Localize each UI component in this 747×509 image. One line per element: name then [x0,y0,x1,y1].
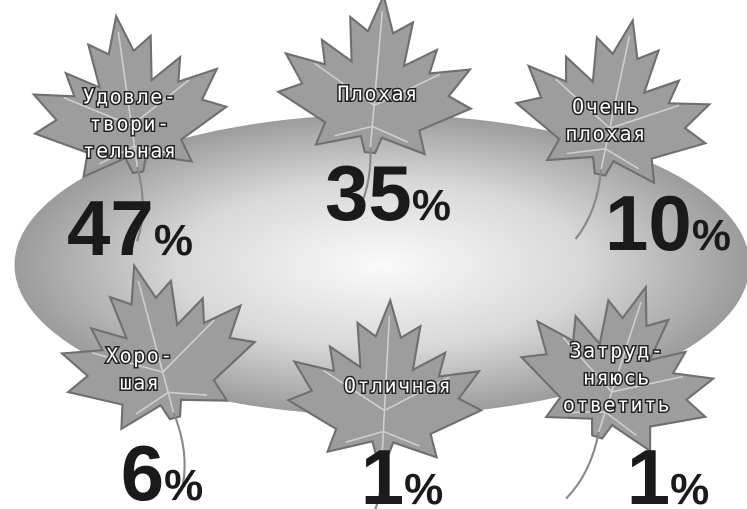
value-number: 35 [325,149,412,237]
category-label: Удовле- [83,85,178,109]
value-unit: % [154,216,193,265]
category-label: няюсь [583,366,651,390]
value-unit: % [670,465,709,509]
value-unit: % [412,181,451,230]
category-label: Затруд- [570,339,665,363]
value-number: 1 [361,433,404,509]
category-label: ответить [563,393,671,417]
category-label: Отличная [344,374,452,398]
value-number: 47 [67,184,154,272]
value-number: 10 [605,179,692,267]
infographic: Удовле-твори-тельная 47% Плохая 35% Очень пло… [0,0,747,509]
category-label: Хоро- [106,344,174,368]
category-label: твори- [89,112,170,136]
value-number: 1 [627,433,670,509]
category-label: Плохая [337,82,418,106]
category-label: плохая [565,122,646,146]
value-unit: % [164,461,203,509]
category-label: тельная [83,139,178,163]
value-unit: % [692,211,731,260]
value-unit: % [404,465,443,509]
category-label: Очень [572,95,640,119]
value-number: 6 [121,429,164,509]
category-label: шая [120,371,161,395]
